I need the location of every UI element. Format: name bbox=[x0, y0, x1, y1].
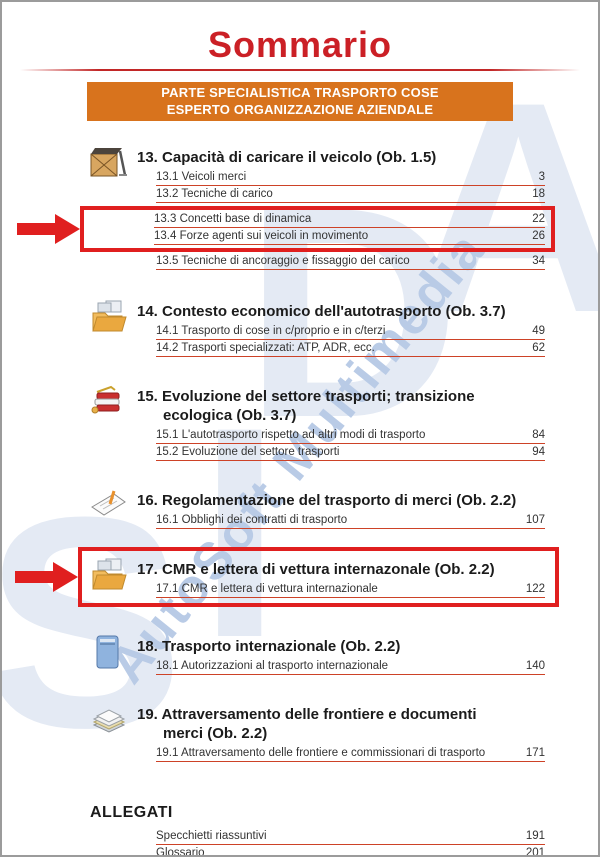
toc-row: 15.2 Evoluzione del settore trasporti 94 bbox=[156, 446, 545, 461]
toc-row-label: 18.1 Autorizzazioni al trasporto interna… bbox=[156, 660, 389, 672]
toc-row-page: 3 bbox=[538, 171, 545, 183]
toc-row-page: 49 bbox=[532, 325, 545, 337]
chapter-title: 14. Contesto economico dell'autotrasport… bbox=[137, 303, 506, 320]
title-rule bbox=[20, 69, 580, 71]
allegati-items: Specchietti riassuntivi 191 Glossario 20… bbox=[156, 830, 545, 857]
id-card-icon bbox=[89, 634, 129, 670]
highlight-box: 13.3 Concetti base di dinamica 22 13.4 F… bbox=[17, 206, 555, 252]
toc-row-page: 62 bbox=[532, 342, 545, 354]
chapter-title: 15. Evoluzione del settore trasporti; tr… bbox=[137, 388, 475, 424]
folder-papers-icon bbox=[89, 299, 129, 335]
banner-line-1: PARTE SPECIALISTICA TRASPORTO COSE bbox=[161, 85, 439, 100]
toc-row-label: Glossario bbox=[156, 847, 205, 857]
chapter-items: 17.1 CMR e lettera di vettura internazio… bbox=[156, 583, 545, 598]
allegati-section: ALLEGATI Specchietti riassuntivi 191 Glo… bbox=[90, 804, 545, 857]
toc-row: 19.1 Attraversamento delle frontiere e c… bbox=[156, 747, 545, 762]
parcel-stack-icon bbox=[89, 702, 129, 738]
toc-row: 14.2 Trasporti specializzati: ATP, ADR, … bbox=[156, 342, 545, 357]
arrow-shaft bbox=[17, 223, 55, 235]
toc-row-page: 26 bbox=[532, 230, 545, 242]
toc-row-page: 171 bbox=[525, 747, 545, 759]
arrow-head bbox=[55, 214, 80, 244]
chapter-title: 13. Capacità di caricare il veicolo (Ob.… bbox=[137, 149, 437, 166]
crate-icon bbox=[89, 145, 129, 181]
arrow-shaft bbox=[15, 571, 53, 583]
toc-row-label: 13.2 Tecniche di carico bbox=[156, 188, 273, 200]
chapter-items: 14.1 Trasporto di cose in c/proprio e in… bbox=[156, 325, 545, 357]
allegati-title: ALLEGATI bbox=[90, 804, 173, 821]
toc-row-page: 34 bbox=[532, 255, 545, 267]
toc-row-label: 17.1 CMR e lettera di vettura internazio… bbox=[156, 583, 378, 595]
toc-row-page: 107 bbox=[525, 514, 545, 526]
page-title: Sommario bbox=[207, 24, 393, 65]
toc-row: Glossario 201 bbox=[156, 847, 545, 857]
section-banner: PARTE SPECIALISTICA TRASPORTO COSE ESPER… bbox=[87, 82, 513, 121]
chapter-title: 18. Trasporto internazionale (Ob. 2.2) bbox=[137, 638, 401, 655]
toc-row-page: 140 bbox=[525, 660, 545, 672]
chapter-18: 18. Trasporto internazionale (Ob. 2.2) 1… bbox=[96, 635, 545, 675]
toc-row-page: 22 bbox=[532, 213, 545, 225]
toc-row: 13.2 Tecniche di carico 18 bbox=[156, 188, 545, 203]
toc-row: 13.5 Tecniche di ancoraggio e fissaggio … bbox=[156, 255, 545, 270]
chapter-16: 16. Regolamentazione del trasporto di me… bbox=[91, 490, 545, 529]
toc-row: 15.1 L'autotrasporto rispetto ad altri m… bbox=[156, 429, 545, 444]
red-arrow-annotation bbox=[15, 562, 78, 592]
banner-line-2: ESPERTO ORGANIZZAZIONE AZIENDALE bbox=[166, 102, 434, 117]
toc-row-label: 19.1 Attraversamento delle frontiere e c… bbox=[156, 747, 486, 759]
toc-row: 13.1 Veicoli merci 3 bbox=[156, 171, 545, 186]
toc-row: 18.1 Autorizzazioni al trasporto interna… bbox=[156, 660, 545, 675]
toc-row-label: 13.5 Tecniche di ancoraggio e fissaggio … bbox=[156, 255, 410, 267]
toc-row: 13.4 Forze agenti sui veicoli in movimen… bbox=[154, 230, 545, 245]
chapter-17: 17. CMR e lettera di vettura internazona… bbox=[92, 558, 545, 598]
toc-row-label: Specchietti riassuntivi bbox=[156, 830, 267, 842]
chapter-title: 19. Attraversamento delle frontiere e do… bbox=[137, 706, 477, 742]
chapter-15: 15. Evoluzione del settore trasporti; tr… bbox=[91, 385, 545, 461]
chapter-title: 16. Regolamentazione del trasporto di me… bbox=[137, 492, 517, 509]
toc-row: 13.3 Concetti base di dinamica 22 bbox=[154, 213, 545, 228]
chapter-items: 18.1 Autorizzazioni al trasporto interna… bbox=[156, 660, 545, 675]
toc-row-page: 201 bbox=[525, 847, 545, 857]
contract-pencil-icon bbox=[89, 488, 129, 524]
toc-row-page: 122 bbox=[525, 583, 545, 595]
toc-row-label: 13.3 Concetti base di dinamica bbox=[154, 213, 312, 225]
highlight-box: 17. CMR e lettera di vettura internazona… bbox=[15, 547, 559, 607]
books-crane-icon bbox=[89, 384, 129, 420]
toc-row: Specchietti riassuntivi 191 bbox=[156, 830, 545, 845]
toc-row-label: 15.1 L'autotrasporto rispetto ad altri m… bbox=[156, 429, 426, 441]
toc-row-page: 191 bbox=[525, 830, 545, 842]
toc-row-page: 18 bbox=[532, 188, 545, 200]
toc-row-label: 15.2 Evoluzione del settore trasporti bbox=[156, 446, 340, 458]
toc-row: 17.1 CMR e lettera di vettura internazio… bbox=[156, 583, 545, 598]
toc-row-label: 14.2 Trasporti specializzati: ATP, ADR, … bbox=[156, 342, 375, 354]
chapter-items: 19.1 Attraversamento delle frontiere e c… bbox=[156, 747, 545, 762]
chapter-items: 13.1 Veicoli merci 3 13.2 Tecniche di ca… bbox=[17, 171, 555, 270]
chapter-19: 19. Attraversamento delle frontiere e do… bbox=[92, 705, 545, 762]
arrow-head bbox=[53, 562, 78, 592]
chapter-items: 15.1 L'autotrasporto rispetto ad altri m… bbox=[156, 429, 545, 461]
toc-row-label: 16.1 Obblighi dei contratti di trasporto bbox=[156, 514, 348, 526]
chapter-14: 14. Contesto economico dell'autotrasport… bbox=[92, 300, 545, 357]
toc-row-label: 13.1 Veicoli merci bbox=[156, 171, 247, 183]
chapter-items: 16.1 Obblighi dei contratti di trasporto… bbox=[156, 514, 545, 529]
folder-papers-icon bbox=[89, 557, 129, 593]
toc-row-label: 14.1 Trasporto di cose in c/proprio e in… bbox=[156, 325, 386, 337]
toc-row-label: 13.4 Forze agenti sui veicoli in movimen… bbox=[154, 230, 369, 242]
toc-row-page: 84 bbox=[532, 429, 545, 441]
toc-row: 14.1 Trasporto di cose in c/proprio e in… bbox=[156, 325, 545, 340]
chapter-title: 17. CMR e lettera di vettura internazona… bbox=[137, 561, 495, 578]
toc-row: 16.1 Obblighi dei contratti di trasporto… bbox=[156, 514, 545, 529]
chapter-13: 13. Capacità di caricare il veicolo (Ob.… bbox=[17, 148, 555, 270]
red-arrow-annotation bbox=[17, 214, 80, 244]
toc-row-page: 94 bbox=[532, 446, 545, 458]
